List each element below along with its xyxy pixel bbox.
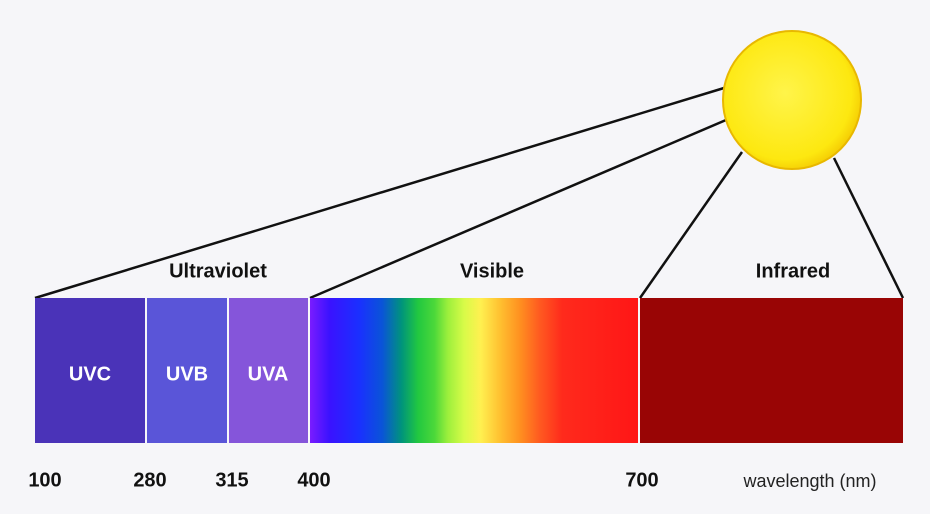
- visible-band: [310, 298, 638, 443]
- wavelength-label: 280: [133, 469, 166, 491]
- wavelength-label: 400: [297, 469, 330, 491]
- region-label: Ultraviolet: [169, 260, 267, 282]
- uvb-band: [147, 298, 227, 443]
- axis-title: wavelength (nm): [742, 471, 876, 491]
- wavelength-label: 100: [28, 469, 61, 491]
- ray: [309, 118, 727, 300]
- sun: [722, 30, 862, 170]
- infrared-band: [640, 298, 903, 443]
- band-label: UVC: [69, 363, 111, 385]
- band-label: UVB: [166, 363, 208, 385]
- band-label: UVA: [248, 363, 289, 385]
- ray: [832, 157, 905, 299]
- ray: [34, 86, 725, 300]
- uvc-band: [35, 298, 145, 443]
- uva-band: [229, 298, 308, 443]
- ray: [638, 151, 744, 299]
- region-label: Visible: [460, 260, 524, 282]
- wavelength-label: 700: [625, 469, 658, 491]
- region-label: Infrared: [756, 260, 830, 282]
- wavelength-label: 315: [215, 469, 248, 491]
